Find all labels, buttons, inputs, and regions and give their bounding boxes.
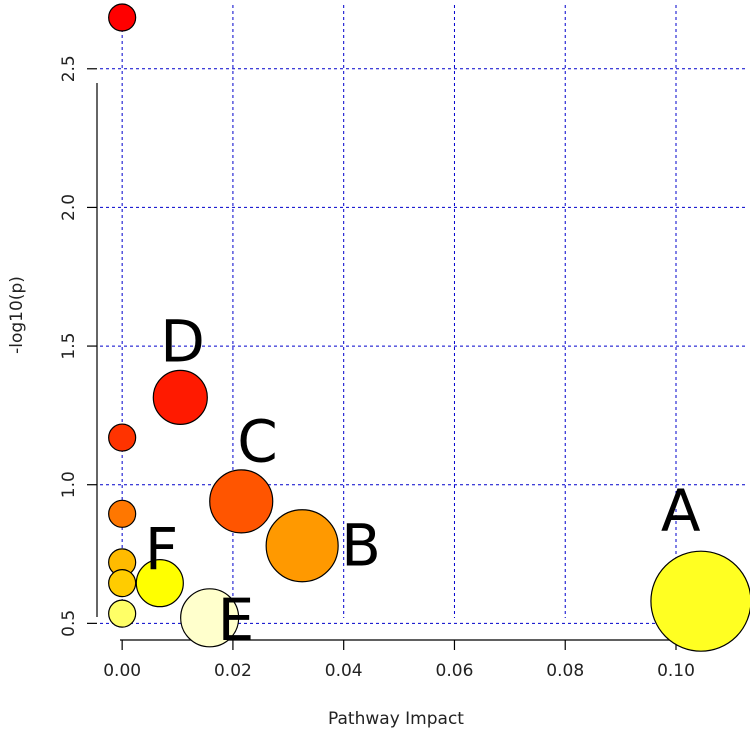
ticks: 0.00 0.02 0.04 0.06 0.08 0.10 0.5 1.0 1.5 2.0 2.5 bbox=[59, 55, 695, 681]
data-point bbox=[108, 569, 137, 598]
point-label-c: C bbox=[237, 407, 278, 475]
point-label-d: D bbox=[160, 307, 205, 375]
point-label-b: B bbox=[341, 512, 381, 580]
data-point bbox=[650, 550, 750, 652]
y-tick-label: 1.5 bbox=[59, 333, 79, 360]
data-point bbox=[108, 599, 137, 628]
x-axis-title: Pathway Impact bbox=[328, 709, 464, 729]
y-axis-title: -log10(p) bbox=[7, 276, 27, 354]
point-label-e: E bbox=[218, 586, 255, 654]
point-label-f: F bbox=[145, 515, 178, 583]
points bbox=[108, 3, 750, 652]
x-tick-label: 0.02 bbox=[214, 661, 252, 681]
data-point bbox=[209, 469, 274, 534]
x-tick-label: 0.06 bbox=[436, 661, 474, 681]
y-tick-label: 0.5 bbox=[59, 610, 79, 637]
data-point bbox=[135, 559, 184, 608]
x-tick-label: 0.10 bbox=[657, 661, 695, 681]
y-tick-label: 1.0 bbox=[59, 471, 79, 498]
point-labels: A BCD EF bbox=[145, 307, 701, 653]
data-point bbox=[108, 3, 137, 32]
data-point bbox=[108, 499, 137, 528]
y-tick-label: 2.5 bbox=[59, 55, 79, 82]
x-tick-label: 0.00 bbox=[103, 661, 141, 681]
data-point bbox=[180, 588, 240, 648]
y-tick-label: 2.0 bbox=[59, 194, 79, 221]
data-point bbox=[265, 509, 339, 583]
x-tick-label: 0.08 bbox=[546, 661, 584, 681]
data-point bbox=[108, 423, 137, 452]
data-point bbox=[152, 369, 208, 425]
x-tick-label: 0.04 bbox=[325, 661, 363, 681]
point-label-a: A bbox=[661, 477, 701, 545]
